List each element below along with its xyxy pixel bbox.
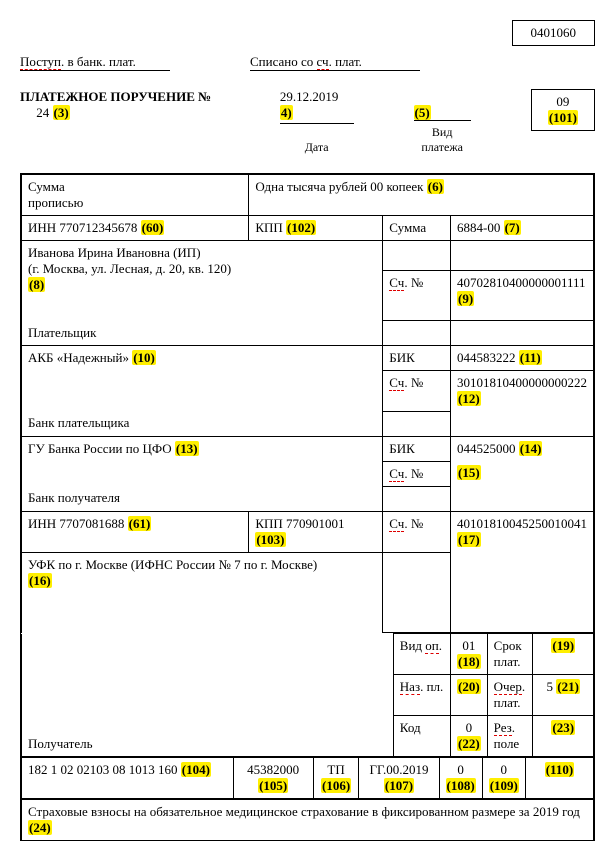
- srok-value: (19): [533, 634, 594, 675]
- sum-words-label: Суммапрописью: [22, 175, 249, 216]
- ref-3: (3): [53, 105, 70, 120]
- ref-61: (61): [128, 516, 152, 531]
- form-code: 0401060: [512, 20, 596, 46]
- payer-bank-acct: 30101810400000000222 (12): [451, 371, 594, 412]
- payer-acct: 40702810400000001111 (9): [451, 271, 594, 321]
- payment-type-value: (5): [414, 89, 471, 121]
- status-box: 09 (101): [531, 89, 595, 131]
- recv-bank-acct: (15): [451, 461, 594, 486]
- naz-pl-value: (20): [450, 675, 487, 716]
- doc-title: ПЛАТЕЖНОЕ ПОРУЧЕНИЕ № 24 (3): [20, 89, 220, 121]
- budget-docnum: 0(108): [439, 758, 482, 799]
- budget-basis: ТП(106): [313, 758, 359, 799]
- sum-value: 6884-00 (7): [451, 216, 594, 241]
- ref-6: (6): [427, 179, 444, 194]
- payment-purpose: Страховые взносы на обязательное медицин…: [22, 800, 594, 841]
- ref-16: (16): [28, 573, 52, 588]
- ref-12: (12): [457, 391, 481, 406]
- ref-110: (110): [545, 762, 574, 777]
- payer-label: Плательщик: [22, 321, 383, 346]
- date-label: Дата: [280, 140, 354, 155]
- ocher-value: 5 (21): [533, 675, 594, 716]
- recv-bank-acct-label: Сч. №: [383, 461, 451, 486]
- ref-17: (17): [457, 532, 481, 547]
- payer-inn: ИНН 770712345678 (60): [22, 216, 249, 241]
- received-bank-line: Поступ. в банк. плат.: [20, 54, 170, 71]
- ref-103: (103): [255, 532, 285, 547]
- ref-101: (101): [548, 110, 578, 125]
- ref-106: (106): [321, 778, 351, 793]
- sum-label: Сумма: [383, 216, 451, 241]
- budget-kbk: 182 1 02 02103 08 1013 160 (104): [22, 758, 234, 799]
- budget-type: (110): [525, 758, 593, 799]
- ref-105: (105): [258, 778, 288, 793]
- ref-4: 4): [280, 105, 293, 120]
- ocher-label: Очер.плат.: [487, 675, 533, 716]
- sum-words: Одна тысяча рублей 00 копеек (6): [249, 175, 594, 216]
- rez-value: (23): [533, 716, 594, 757]
- ref-13: (13): [175, 441, 199, 456]
- ref-60: (60): [141, 220, 165, 235]
- rez-label: Рез.поле: [487, 716, 533, 757]
- kod-value: 0(22): [450, 716, 487, 757]
- vid-op-label: Вид оп.: [393, 634, 450, 675]
- ref-109: (109): [489, 778, 519, 793]
- payer-bank-bik-label: БИК: [383, 346, 451, 371]
- payer-name: Иванова Ирина Ивановна (ИП) (г. Москва, …: [22, 241, 383, 321]
- payer-bank-acct-label: Сч. №: [383, 371, 451, 412]
- recv-bank-bik: 044525000 (14): [451, 436, 594, 461]
- naz-pl-label: Наз. пл.: [393, 675, 450, 716]
- recipient-acct: 40101810045250010041 (17): [451, 511, 594, 552]
- budget-oktmo: 45382000(105): [233, 758, 313, 799]
- budget-period: ГГ.00.2019(107): [359, 758, 439, 799]
- recv-bank-bik-label: БИК: [383, 436, 451, 461]
- ref-15: (15): [457, 465, 481, 480]
- recipient-name: УФК по г. Москве (ИФНС России № 7 по г. …: [22, 552, 383, 593]
- ref-21: (21): [556, 679, 580, 694]
- vid-op-value: 01(18): [450, 634, 487, 675]
- budget-docdate: 0(109): [482, 758, 525, 799]
- recipient-label: Получатель: [22, 634, 394, 757]
- ref-7: (7): [504, 220, 521, 235]
- payer-kpp: КПП (102): [249, 216, 383, 241]
- payer-bank-name: АКБ «Надежный» (10): [22, 346, 383, 371]
- recv-bank-name: ГУ Банка России по ЦФО (13): [22, 436, 383, 461]
- ref-9: (9): [457, 291, 474, 306]
- ref-18: (18): [457, 654, 481, 669]
- ref-107: (107): [384, 778, 414, 793]
- ref-20: (20): [457, 679, 481, 694]
- ref-5: (5): [414, 105, 431, 120]
- doc-date: 29.12.2019 4): [280, 89, 354, 124]
- ref-19: (19): [551, 638, 575, 653]
- recipient-inn: ИНН 7707081688 (61): [22, 511, 249, 552]
- ref-22: (22): [457, 736, 481, 751]
- payer-bank-bik: 044583222 (11): [451, 346, 594, 371]
- ref-24: (24): [28, 820, 52, 835]
- debited-line: Списано со сч. плат.: [250, 54, 420, 71]
- recipient-acct-label: Сч. №: [383, 511, 451, 552]
- ref-104: (104): [181, 762, 211, 777]
- payer-acct-label: Сч. №: [383, 271, 451, 321]
- recipient-kpp: КПП 770901001 (103): [249, 511, 383, 552]
- ref-23: (23): [551, 720, 575, 735]
- doc-number: 24: [36, 105, 49, 120]
- ref-10: (10): [132, 350, 156, 365]
- recv-bank-label: Банк получателя: [22, 486, 383, 511]
- ref-108: (108): [446, 778, 476, 793]
- ref-11: (11): [519, 350, 542, 365]
- ref-14: (14): [519, 441, 543, 456]
- srok-label: Срокплат.: [487, 634, 533, 675]
- kod-label: Код: [393, 716, 450, 757]
- payment-type-label: Видплатежа: [414, 125, 471, 155]
- ref-102: (102): [286, 220, 316, 235]
- payer-bank-label: Банк плательщика: [22, 411, 383, 436]
- ref-8: (8): [28, 277, 45, 292]
